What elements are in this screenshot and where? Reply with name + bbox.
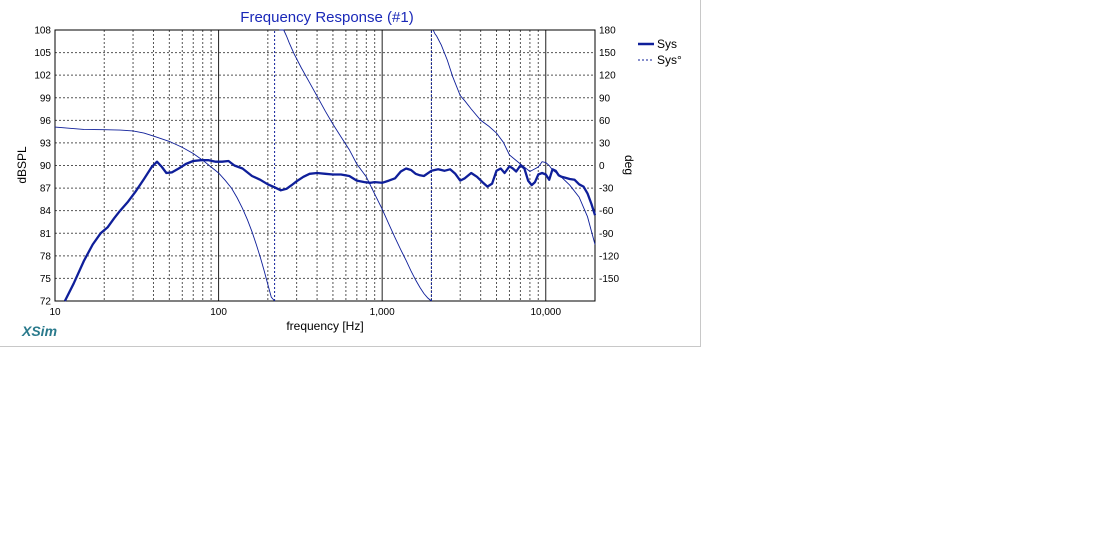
frequency-response-chart: 72 75 78 81 84 87 90 93 96 99 102 105 108 -150 -120 -9… <box>15 9 682 333</box>
x-tick-label: 100 <box>210 307 227 318</box>
y2-tick-label: 30 <box>599 138 611 149</box>
series-phase-line <box>432 29 596 245</box>
y2-tick-label: -90 <box>599 229 614 240</box>
y-tick-label: 84 <box>40 206 52 217</box>
y2-tick-labels: -150 -120 -90 -60 -30 0 30 60 90 120 150 180 <box>599 26 619 285</box>
y-tick-label: 102 <box>34 71 51 82</box>
x-axis-label: frequency [Hz] <box>286 319 363 333</box>
y2-tick-label: -150 <box>599 274 619 285</box>
x-tick-label: 10,000 <box>530 307 561 318</box>
y-tick-label: 93 <box>40 138 52 149</box>
y2-tick-label: 120 <box>599 71 616 82</box>
y-tick-labels: 72 75 78 81 84 87 90 93 96 99 102 105 108 <box>34 26 51 308</box>
series-phase-line <box>54 126 275 302</box>
series-phase-line <box>279 29 432 302</box>
y2-tick-label: 60 <box>599 116 611 127</box>
x-tick-labels: 10 100 1,000 10,000 <box>49 307 561 318</box>
y2-tick-label: -120 <box>599 251 619 262</box>
x-tick-label: 1,000 <box>370 307 395 318</box>
x-tick-label: 10 <box>49 307 61 318</box>
gridlines <box>54 29 596 302</box>
y2-tick-label: 0 <box>599 161 605 172</box>
y-tick-label: 78 <box>40 251 52 262</box>
legend-label-sys-phase: Sys° <box>657 53 682 67</box>
y-tick-label: 105 <box>34 48 51 59</box>
y-tick-label: 81 <box>40 229 52 240</box>
y2-tick-label: -60 <box>599 206 614 217</box>
y-tick-label: 99 <box>40 93 52 104</box>
y-axis-label: dBSPL <box>15 146 29 184</box>
y-tick-label: 90 <box>40 161 52 172</box>
plot-frame <box>54 29 596 302</box>
y-tick-label: 75 <box>40 274 52 285</box>
series-sys-line <box>63 159 597 302</box>
y-tick-label: 87 <box>40 184 52 195</box>
legend-label-sys: Sys <box>657 37 677 51</box>
y-tick-label: 72 <box>40 297 52 308</box>
chart-title: Frequency Response (#1) <box>240 9 413 26</box>
y2-tick-label: 180 <box>599 26 616 37</box>
y-tick-label: 96 <box>40 116 52 127</box>
y2-tick-label: 150 <box>599 48 616 59</box>
chart-panel: 72 75 78 81 84 87 90 93 96 99 102 105 108 -150 -120 -9… <box>0 0 701 347</box>
y2-tick-label: 90 <box>599 93 611 104</box>
xsim-logo: XSim <box>22 323 58 339</box>
y2-axis-label: deg <box>622 155 636 175</box>
legend: Sys Sys° <box>638 37 682 67</box>
series-layer <box>54 29 597 302</box>
y2-tick-label: -30 <box>599 184 614 195</box>
y-tick-label: 108 <box>34 26 51 37</box>
